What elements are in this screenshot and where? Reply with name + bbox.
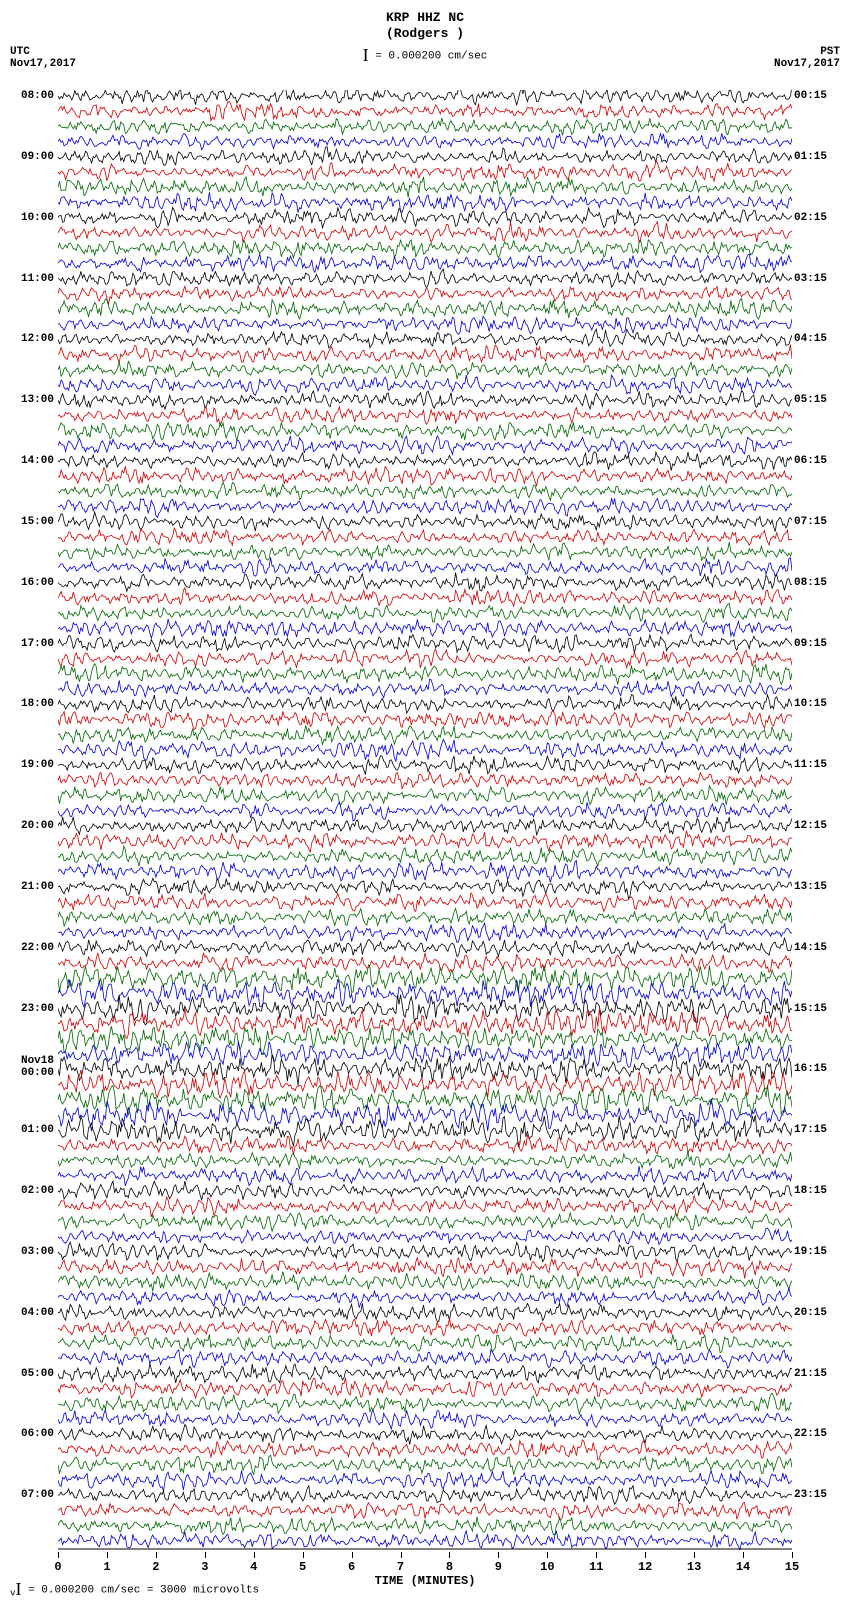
station-title: KRP HHZ NC bbox=[10, 10, 840, 26]
x-tick: 1 bbox=[107, 1552, 108, 1558]
utc-time-label: 11:00 bbox=[21, 273, 54, 285]
right-header: PST Nov17,2017 bbox=[774, 46, 840, 70]
scale-text: = 0.000200 cm/sec bbox=[375, 51, 487, 63]
x-tick: 8 bbox=[449, 1552, 450, 1558]
x-tick: 13 bbox=[694, 1552, 695, 1558]
station-subtitle: (Rodgers ) bbox=[10, 26, 840, 42]
utc-time-label: Nov1800:00 bbox=[21, 1055, 54, 1079]
utc-time-label: 15:00 bbox=[21, 516, 54, 528]
seismogram-svg bbox=[58, 90, 792, 1550]
pst-time-label: 02:15 bbox=[794, 212, 827, 224]
pst-time-label: 07:15 bbox=[794, 516, 827, 528]
scale-bar-icon: I bbox=[16, 1579, 22, 1600]
x-tick: 12 bbox=[645, 1552, 646, 1558]
seismogram-container: KRP HHZ NC (Rodgers ) I = 0.000200 cm/se… bbox=[10, 10, 840, 1600]
utc-time-label: 04:00 bbox=[21, 1307, 54, 1319]
right-tz: PST bbox=[774, 46, 840, 58]
x-tick: 7 bbox=[401, 1552, 402, 1558]
pst-time-label: 16:15 bbox=[794, 1063, 827, 1075]
x-tick: 10 bbox=[547, 1552, 548, 1558]
x-tick: 9 bbox=[498, 1552, 499, 1558]
right-date: Nov17,2017 bbox=[774, 58, 840, 70]
utc-time-label: 18:00 bbox=[21, 698, 54, 710]
pst-time-label: 19:15 bbox=[794, 1246, 827, 1258]
left-tz: UTC bbox=[10, 46, 76, 58]
pst-time-label: 18:15 bbox=[794, 1185, 827, 1197]
x-tick: 11 bbox=[596, 1552, 597, 1558]
left-time-labels: 08:00 09:00 10:00 11:00 12:00 13:00 14:00 15:00… bbox=[10, 90, 56, 1550]
pst-time-label: 10:15 bbox=[794, 698, 827, 710]
pst-time-label: 22:15 bbox=[794, 1428, 827, 1440]
left-date: Nov17,2017 bbox=[10, 58, 76, 70]
pst-time-label: 04:15 bbox=[794, 333, 827, 345]
pst-time-label: 09:15 bbox=[794, 638, 827, 650]
x-tick: 2 bbox=[156, 1552, 157, 1558]
x-tick: 15 bbox=[792, 1552, 793, 1558]
x-tick: 4 bbox=[254, 1552, 255, 1558]
utc-time-label: 16:00 bbox=[21, 577, 54, 589]
pst-time-label: 12:15 bbox=[794, 820, 827, 832]
right-time-labels: 00:15 01:15 02:15 03:15 04:15 05:15 06:15 07:15… bbox=[792, 90, 840, 1550]
pst-time-label: 05:15 bbox=[794, 394, 827, 406]
plot-area bbox=[58, 90, 792, 1550]
left-header: UTC Nov17,2017 bbox=[10, 46, 76, 70]
utc-time-label: 19:00 bbox=[21, 759, 54, 771]
utc-time-label: 12:00 bbox=[21, 333, 54, 345]
pst-time-label: 11:15 bbox=[794, 759, 827, 771]
utc-time-label: 14:00 bbox=[21, 455, 54, 467]
utc-time-label: 06:00 bbox=[21, 1428, 54, 1440]
pst-time-label: 21:15 bbox=[794, 1368, 827, 1380]
pst-time-label: 03:15 bbox=[794, 273, 827, 285]
x-tick: 0 bbox=[58, 1552, 59, 1558]
utc-time-label: 09:00 bbox=[21, 151, 54, 163]
pst-time-label: 01:15 bbox=[794, 151, 827, 163]
utc-time-label: 20:00 bbox=[21, 820, 54, 832]
x-tick: 3 bbox=[205, 1552, 206, 1558]
chart-header: KRP HHZ NC (Rodgers ) bbox=[10, 10, 840, 41]
utc-time-label: 02:00 bbox=[21, 1185, 54, 1197]
pst-time-label: 23:15 bbox=[794, 1489, 827, 1501]
utc-time-label: 03:00 bbox=[21, 1246, 54, 1258]
x-tick: 14 bbox=[743, 1552, 744, 1558]
utc-time-label: 22:00 bbox=[21, 942, 54, 954]
utc-time-label: 07:00 bbox=[21, 1489, 54, 1501]
pst-time-label: 14:15 bbox=[794, 942, 827, 954]
pst-time-label: 06:15 bbox=[794, 455, 827, 467]
utc-time-label: 17:00 bbox=[21, 638, 54, 650]
utc-time-label: 23:00 bbox=[21, 1003, 54, 1015]
pst-time-label: 17:15 bbox=[794, 1124, 827, 1136]
scale-line: I = 0.000200 cm/sec bbox=[10, 45, 840, 66]
utc-time-label: 01:00 bbox=[21, 1124, 54, 1136]
pst-time-label: 15:15 bbox=[794, 1003, 827, 1015]
pst-time-label: 08:15 bbox=[794, 577, 827, 589]
utc-time-label: 08:00 bbox=[21, 90, 54, 102]
utc-time-label: 13:00 bbox=[21, 394, 54, 406]
footer-scale: v I = 0.000200 cm/sec = 3000 microvolts bbox=[10, 1579, 259, 1600]
x-tick: 5 bbox=[303, 1552, 304, 1558]
x-tick: 6 bbox=[352, 1552, 353, 1558]
pst-time-label: 20:15 bbox=[794, 1307, 827, 1319]
footer-text: = 0.000200 cm/sec = 3000 microvolts bbox=[28, 1584, 259, 1596]
utc-time-label: 10:00 bbox=[21, 212, 54, 224]
pst-time-label: 13:15 bbox=[794, 881, 827, 893]
utc-time-label: 21:00 bbox=[21, 881, 54, 893]
utc-time-label: 05:00 bbox=[21, 1368, 54, 1380]
scale-bar-icon: I bbox=[363, 45, 369, 66]
pst-time-label: 00:15 bbox=[794, 90, 827, 102]
